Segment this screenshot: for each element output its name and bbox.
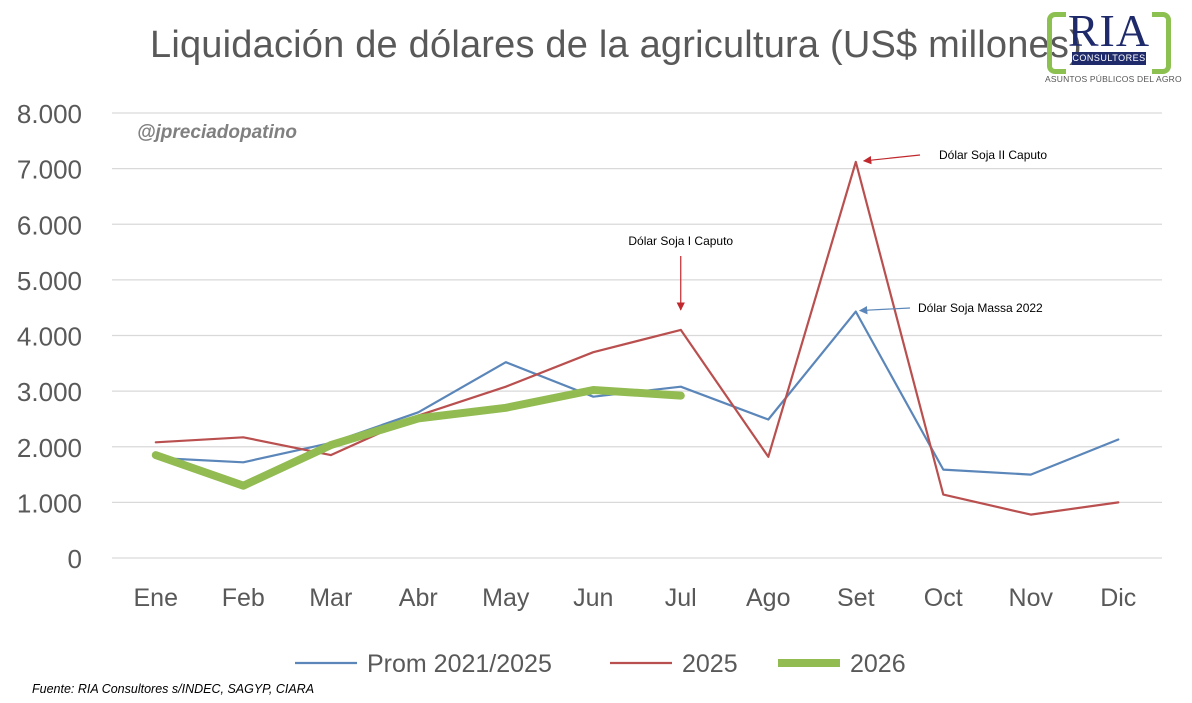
source-note: Fuente: RIA Consultores s/INDEC, SAGYP, … [32, 682, 315, 696]
annotation-arrow [862, 154, 921, 165]
x-tick-label: Dic [1100, 584, 1136, 612]
series-line-2026 [151, 386, 685, 490]
logo-bracket-right [1152, 12, 1171, 74]
y-tick-label: 2.000 [17, 433, 82, 463]
x-tick-label: Ene [134, 584, 178, 612]
annotation-label: Dólar Soja I Caputo [628, 234, 733, 248]
x-tick-label: Set [837, 584, 875, 612]
logo-tagline: ASUNTOS PÚBLICOS DEL AGRO [1045, 74, 1182, 84]
annotation-label: Dólar Soja II Caputo [939, 148, 1047, 162]
x-tick-label: Jul [665, 584, 697, 612]
ria-logo: RIA CONSULTORES ASUNTOS PÚBLICOS DEL AGR… [1045, 5, 1182, 88]
y-tick-label: 4.000 [17, 322, 82, 352]
x-tick-label: Oct [924, 584, 963, 612]
y-tick-label: 8.000 [17, 99, 82, 129]
x-tick-label: Mar [309, 584, 352, 612]
chart-title: Liquidación de dólares de la agricultura… [150, 24, 1082, 66]
x-tick-label: Jun [573, 584, 613, 612]
annotation-label: Dólar Soja Massa 2022 [918, 301, 1043, 315]
logo-badge: CONSULTORES [1072, 52, 1146, 65]
x-tick-label: Nov [1009, 584, 1054, 612]
logo-wordmark: RIA [1067, 5, 1151, 56]
y-tick-label: 7.000 [17, 155, 82, 185]
y-tick-label: 3.000 [17, 377, 82, 407]
legend-label: 2025 [682, 650, 738, 678]
x-tick-label: May [482, 584, 530, 612]
x-tick-label: Feb [222, 584, 265, 612]
legend-label: Prom 2021/2025 [367, 650, 552, 678]
y-tick-label: 0 [68, 544, 82, 574]
y-tick-label: 6.000 [17, 210, 82, 240]
y-tick-label: 5.000 [17, 266, 82, 296]
logo-bracket-left [1047, 12, 1066, 74]
author-handle: @jpreciadopatino [137, 122, 297, 143]
x-tick-label: Ago [746, 584, 790, 612]
legend-label: 2026 [850, 650, 906, 678]
y-tick-label: 1.000 [17, 488, 82, 518]
x-tick-label: Abr [399, 584, 438, 612]
annotation-arrow [858, 305, 911, 315]
